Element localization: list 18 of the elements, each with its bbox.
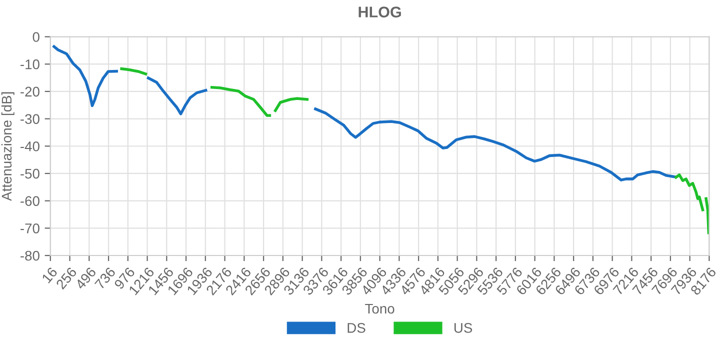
x-tick-label: 16	[41, 266, 58, 284]
y-tick-label: -70	[20, 223, 40, 234]
y-tick-label: -80	[20, 250, 40, 261]
legend-label: DS	[348, 322, 366, 333]
x-tick-label: 736	[94, 266, 116, 290]
y-tick-label: 0	[32, 32, 40, 42]
y-axis-title: Attenuazione [dB]	[1, 92, 14, 201]
y-tick-label: -60	[20, 196, 40, 206]
chart-title: HLOG	[358, 6, 401, 18]
y-tick-label: -50	[20, 168, 40, 179]
x-tick-label: 496	[74, 266, 97, 290]
legend-label: US	[454, 322, 472, 333]
y-tick-label: -30	[20, 114, 40, 124]
x-tick-label: 256	[56, 266, 78, 290]
y-tick-label: -10	[20, 59, 40, 70]
x-axis-title: Tono	[365, 304, 394, 314]
y-tick-label: -40	[20, 141, 40, 152]
y-tick-label: -20	[20, 86, 40, 97]
